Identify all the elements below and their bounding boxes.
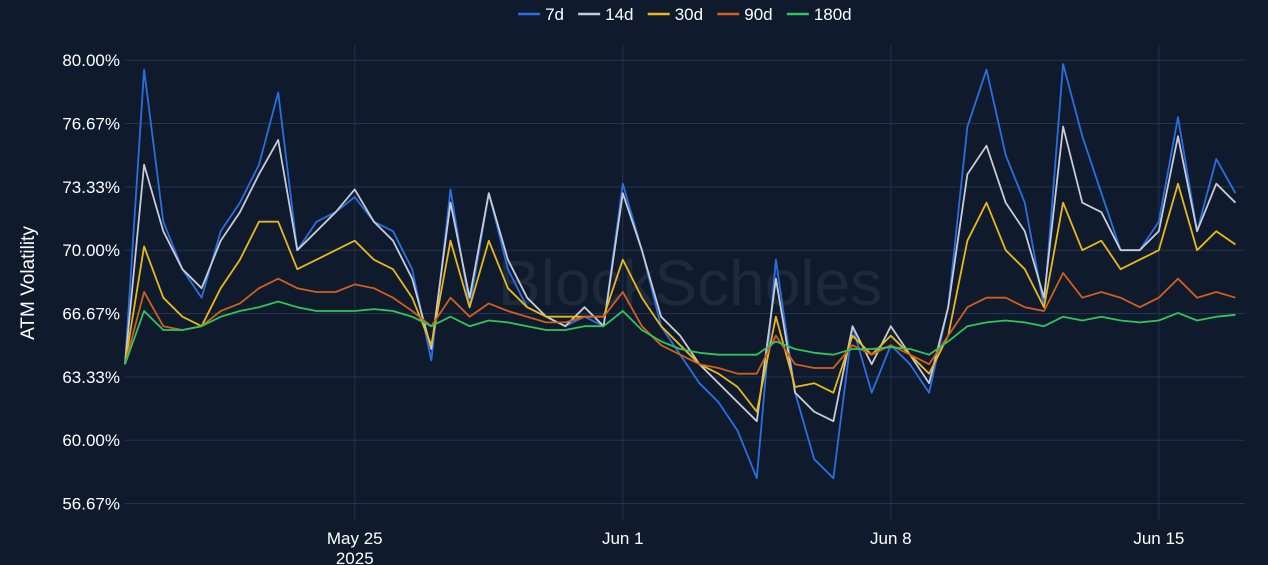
y-tick-label: 73.33% [62,178,120,197]
series-group [124,63,1237,480]
y-axis: 56.67% 60.00% 63.33% 66.67% 70.00% 73.33% 76.6… [62,51,120,513]
y-tick-label: 56.67% [62,494,120,513]
legend-label-180d: 180d [814,5,852,24]
legend-label-90d: 90d [744,5,772,24]
legend-label-7d: 7d [545,5,564,24]
y-tick-label: 76.67% [62,114,120,133]
series-line-180d [124,300,1236,365]
legend-label-14d: 14d [605,5,633,24]
legend: 7d 14d 30d 90d 180d [518,5,852,24]
series-line-90d [124,272,1236,375]
x-tick-label: Jun 15 [1133,529,1184,548]
y-tick-label: 60.00% [62,431,120,450]
y-tick-label: 70.00% [62,241,120,260]
x-tick-sublabel: 2025 [336,549,374,565]
series-line-30d [124,182,1236,413]
x-tick-label: Jun 1 [602,529,644,548]
watermark-text: BlockScholes [498,247,882,319]
legend-label-30d: 30d [675,5,703,24]
x-tick-label: May 25 [327,529,383,548]
y-tick-label: 80.00% [62,51,120,70]
y-tick-label: 66.67% [62,304,120,323]
x-tick-label: Jun 8 [870,529,912,548]
y-axis-title: ATM Volatility [18,226,39,340]
grid [125,45,1245,520]
series-line-14d [124,125,1237,423]
y-tick-label: 63.33% [62,368,120,387]
